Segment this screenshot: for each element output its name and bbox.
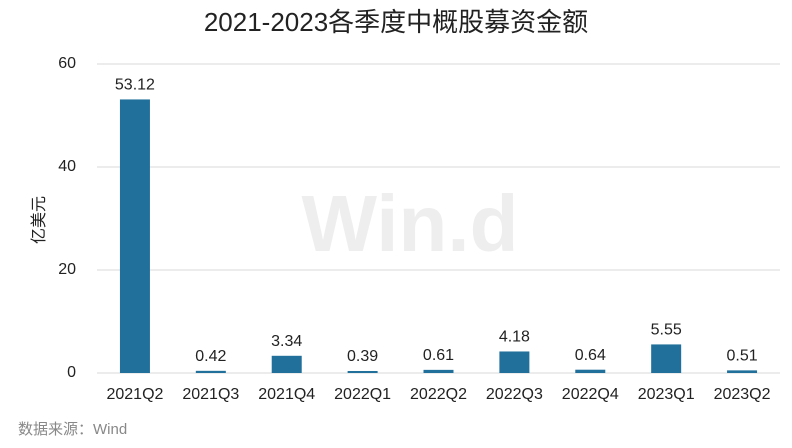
x-tick-label: 2021Q3 <box>182 386 239 403</box>
value-label: 0.39 <box>347 348 378 365</box>
bar <box>119 99 150 373</box>
source: 数据来源：Wind <box>18 421 127 438</box>
bar <box>651 344 682 373</box>
value-label: 3.34 <box>271 333 302 350</box>
value-label: 0.51 <box>726 348 757 365</box>
bar <box>271 355 302 373</box>
bar <box>575 369 606 373</box>
value-label: 0.64 <box>575 347 606 364</box>
x-tick-label: 2023Q2 <box>714 386 771 403</box>
y-axis-label: 亿美元 <box>30 196 48 244</box>
x-tick-label: 2021Q4 <box>258 386 315 403</box>
value-label: 0.42 <box>195 348 226 365</box>
bar <box>347 370 378 373</box>
x-tick-label: 2022Q3 <box>486 386 543 403</box>
value-label: 0.61 <box>423 347 454 364</box>
x-tick-label: 2022Q1 <box>334 386 391 403</box>
chart-title: 2021-2023各季度中概股募资金额 <box>204 7 588 37</box>
value-label: 53.12 <box>115 77 155 94</box>
watermark: Win.d <box>302 179 519 268</box>
x-tick-label: 2021Q2 <box>106 386 163 403</box>
value-label: 4.18 <box>499 329 530 346</box>
y-tick-label: 40 <box>58 158 76 175</box>
y-tick-label: 60 <box>58 55 76 72</box>
bar <box>423 369 454 373</box>
value-label: 5.55 <box>651 322 682 339</box>
bar <box>727 370 758 373</box>
x-tick-label: 2023Q1 <box>638 386 695 403</box>
bar <box>195 370 226 373</box>
y-tick-label: 0 <box>67 364 76 381</box>
bar <box>499 351 530 373</box>
x-tick-label: 2022Q2 <box>410 386 467 403</box>
x-tick-label: 2022Q4 <box>562 386 619 403</box>
y-tick-label: 20 <box>58 261 76 278</box>
